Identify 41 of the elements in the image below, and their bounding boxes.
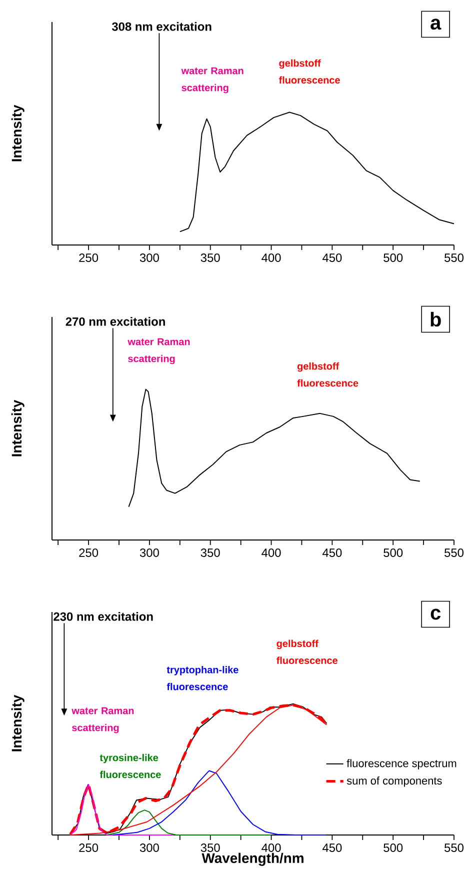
legend-label: sum of components	[346, 776, 442, 787]
ref-line-label: 270 nm excitation	[66, 317, 165, 326]
text: gelbstoff fluorescence	[276, 640, 338, 664]
x-tick-label: 300	[140, 844, 159, 852]
x-tick-label: 300	[140, 548, 159, 557]
x-tick-label: 450	[322, 548, 342, 557]
annotation: tyrosine-like fluorescence	[100, 754, 161, 778]
x-tick-label: 550	[444, 254, 464, 262]
x-tick-label: 400	[262, 548, 281, 557]
y-axis-title: Intensity	[11, 694, 24, 752]
x-tick-label: 550	[444, 844, 464, 852]
chart-title: c	[430, 608, 441, 620]
x-tick-label: 350	[200, 548, 220, 557]
ref-line-label: 308 nm excitation	[112, 22, 212, 31]
x-tick-label: 450	[322, 254, 342, 262]
x-tick-label: 500	[384, 548, 403, 557]
x-axis-title: Wavelength/nm	[202, 852, 304, 866]
chart-title: b	[430, 312, 441, 327]
ref-line-label: 230 nm excitation	[54, 612, 153, 621]
x-tick-label: 500	[384, 844, 403, 852]
annotation: water Raman scattering	[72, 707, 134, 734]
legend-label: fluorescence spectrum	[346, 759, 456, 770]
x-tick-label: 250	[79, 254, 98, 262]
x-tick-label: 300	[140, 254, 159, 262]
x-tick-label: 550	[444, 548, 464, 557]
x-tick-label: 350	[200, 254, 220, 262]
text: gelbstoff fluorescence	[278, 59, 340, 84]
y-axis-title: Intensity	[11, 400, 24, 456]
x-tick-label: 350	[200, 844, 220, 852]
x-tick-label: 400	[262, 254, 281, 262]
text: water Raman scattering	[128, 338, 190, 364]
x-tick-label: 500	[384, 254, 403, 262]
text: water Raman scattering	[181, 67, 244, 94]
chart-title: a	[430, 18, 442, 30]
text: tryptophan-like fluorescence	[166, 666, 238, 690]
y-axis-title: Intensity	[11, 104, 24, 162]
x-tick-label: 250	[79, 548, 98, 557]
x-tick-label: 400	[262, 844, 281, 852]
text: gelbstoff fluorescence	[297, 362, 358, 387]
x-tick-label: 450	[322, 844, 342, 852]
x-tick-label: 250	[79, 844, 98, 852]
